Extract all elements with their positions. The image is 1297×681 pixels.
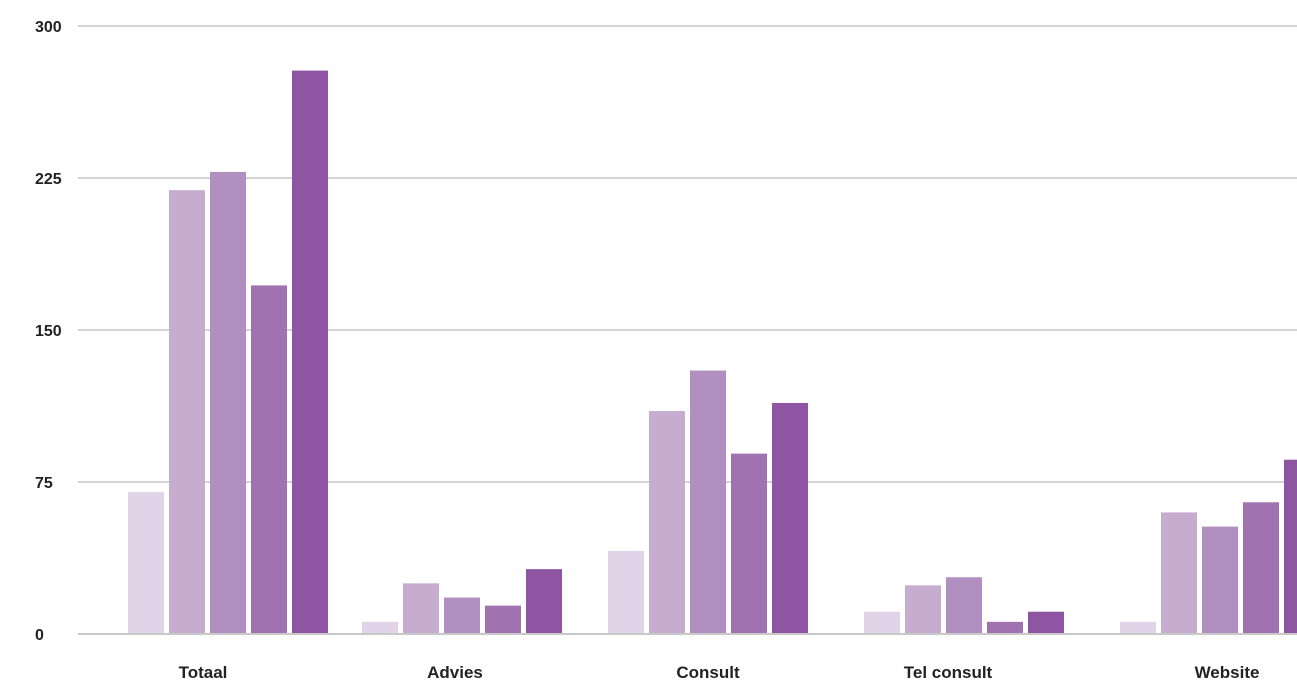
bar xyxy=(1243,502,1279,634)
bar xyxy=(362,621,398,634)
y-axis: 0 75 150 225 300 xyxy=(35,19,62,644)
bars xyxy=(128,70,1297,635)
bar xyxy=(1161,512,1197,634)
y-tick-label: 225 xyxy=(35,171,62,188)
x-tick-label: Website xyxy=(1195,663,1260,681)
x-tick-label: Advies xyxy=(427,663,483,681)
y-tick-label: 300 xyxy=(35,19,62,36)
bar xyxy=(905,585,941,634)
bar-group-advies xyxy=(362,569,562,634)
bar xyxy=(987,621,1023,634)
bar xyxy=(731,453,767,634)
bar xyxy=(403,583,439,634)
bar xyxy=(1120,621,1156,634)
x-tick-label: Tel consult xyxy=(904,663,993,681)
bar xyxy=(1028,611,1064,634)
bar xyxy=(649,411,685,634)
bar xyxy=(169,190,205,634)
y-tick-label: 0 xyxy=(35,627,44,644)
bar xyxy=(608,550,644,634)
y-tick-label: 75 xyxy=(35,475,53,492)
bar-group-consult xyxy=(608,370,808,634)
bar-group-totaal xyxy=(128,70,328,635)
bar-group-tel-consult xyxy=(864,577,1064,634)
bar xyxy=(251,285,287,634)
bar xyxy=(128,492,164,634)
bar-group-website xyxy=(1120,459,1297,634)
x-axis: Totaal Advies Consult Tel consult Website xyxy=(78,633,1297,681)
bar xyxy=(1284,459,1297,634)
bar xyxy=(444,597,480,634)
bar xyxy=(1202,526,1238,634)
bar xyxy=(292,70,328,634)
bar xyxy=(690,370,726,634)
bar xyxy=(864,611,900,634)
x-tick-label: Consult xyxy=(676,663,740,681)
bar xyxy=(772,402,808,634)
bar xyxy=(526,569,562,634)
bar xyxy=(210,171,246,635)
bar xyxy=(485,605,521,634)
y-tick-label: 150 xyxy=(35,323,62,340)
bar xyxy=(946,577,982,634)
x-tick-label: Totaal xyxy=(179,663,228,681)
